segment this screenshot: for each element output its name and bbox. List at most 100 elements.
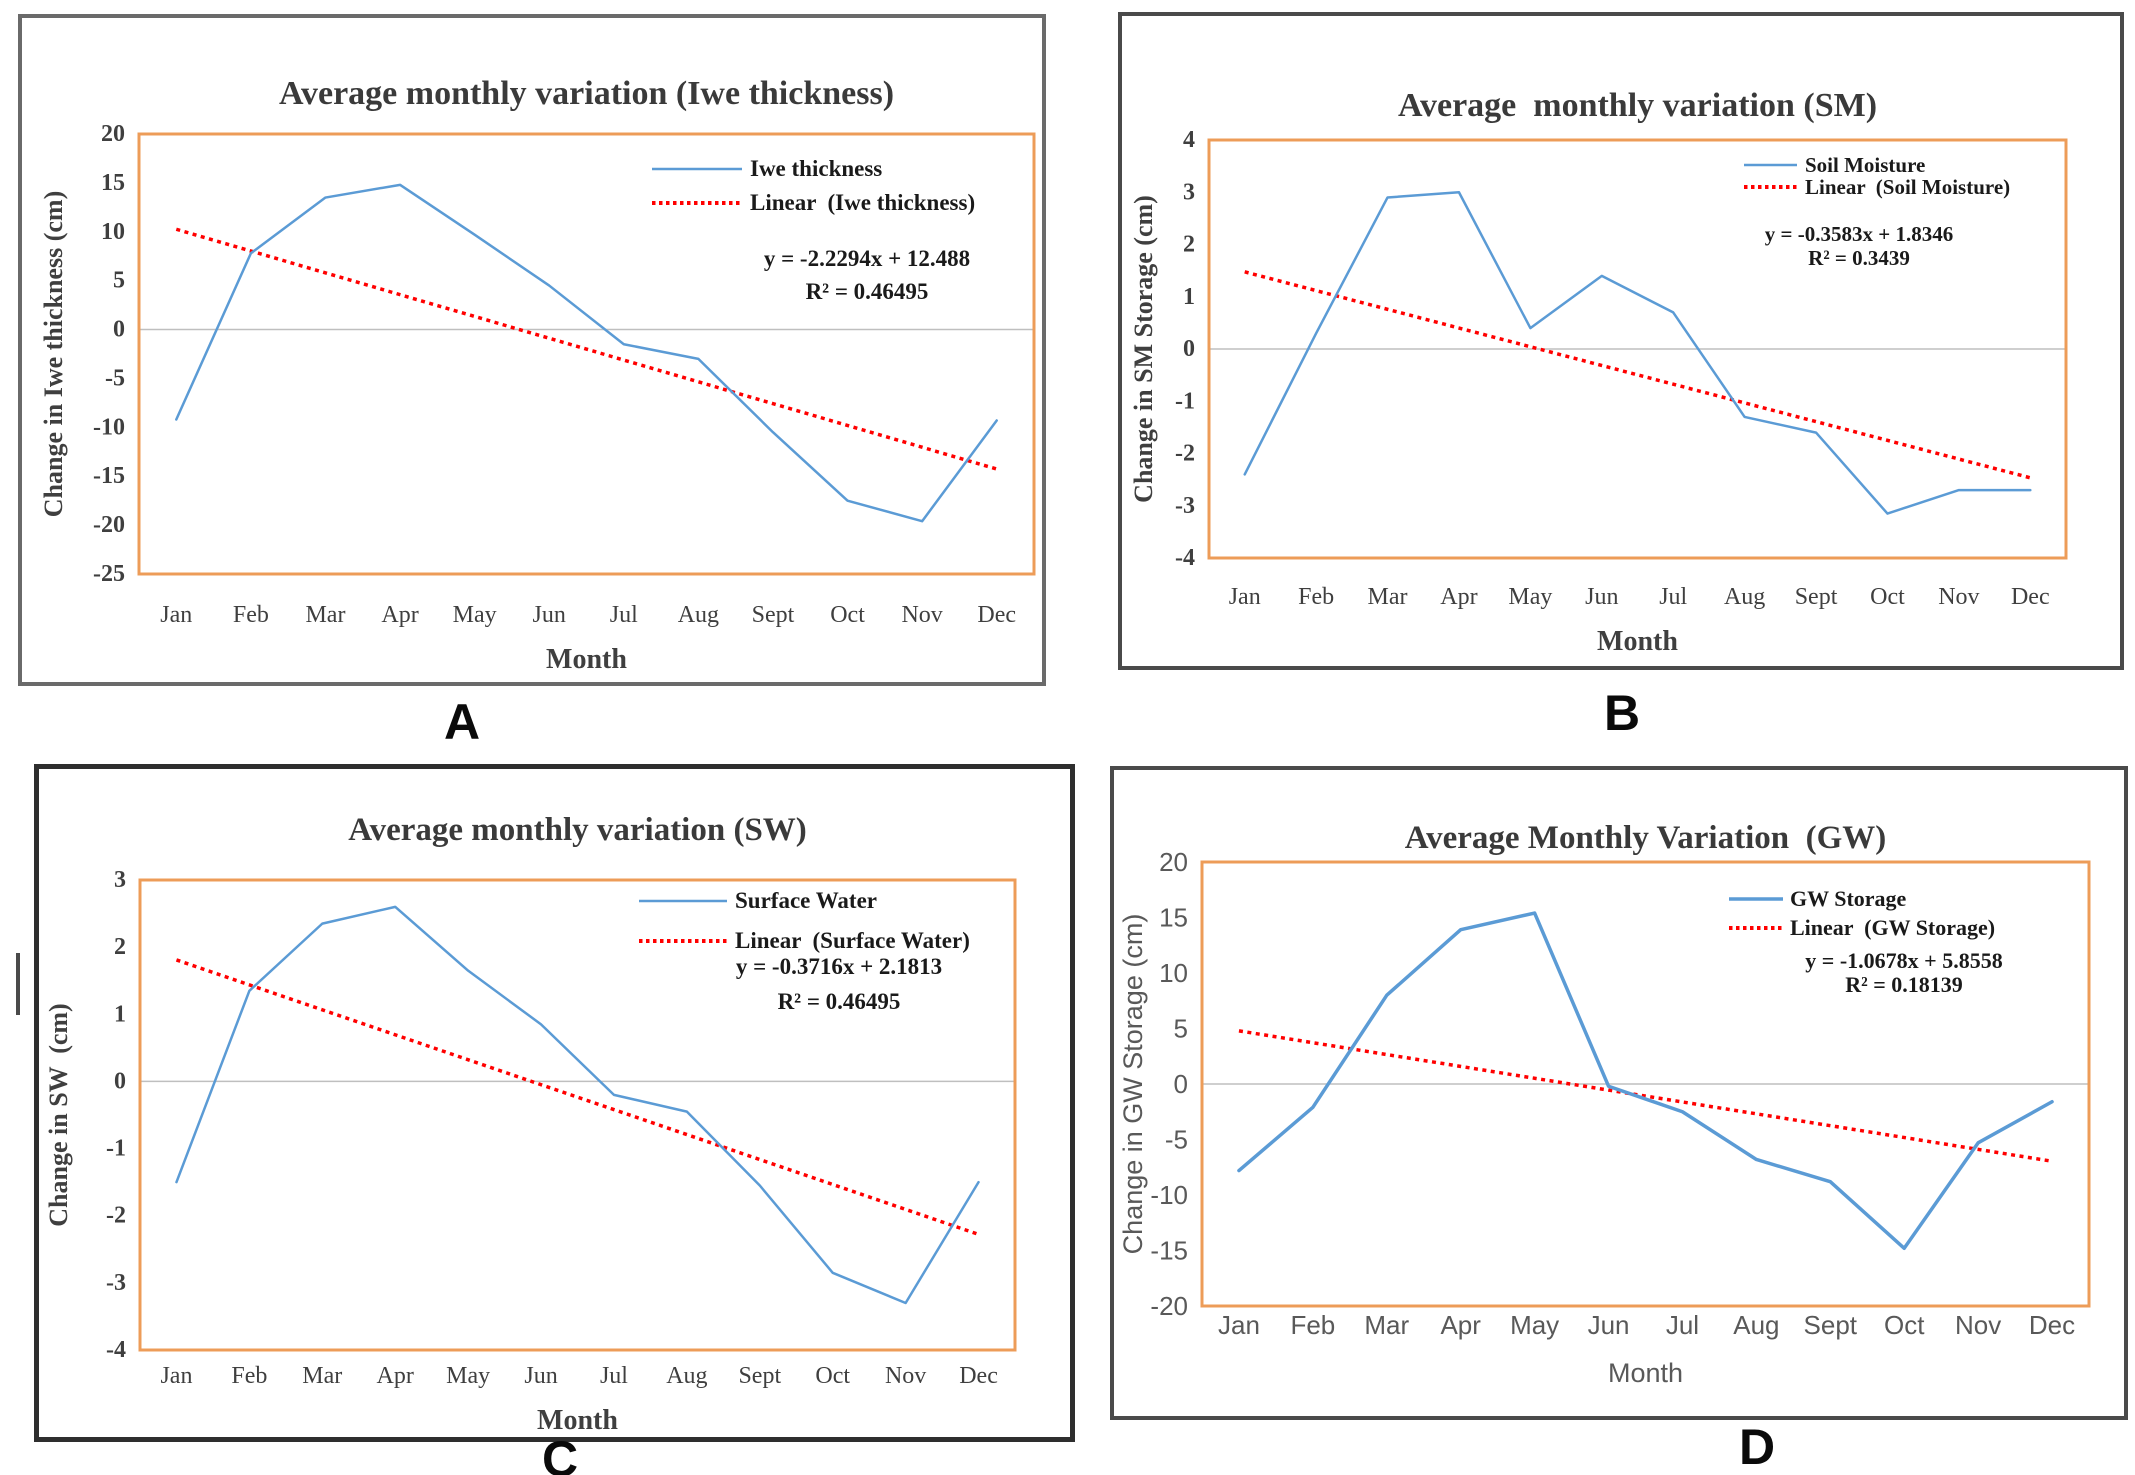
x-tick-label: Mar <box>1364 1310 1409 1340</box>
y-tick-label: -1 <box>1175 388 1195 414</box>
y-tick-label: 0 <box>113 317 125 343</box>
y-tick-label: -3 <box>1175 493 1195 519</box>
x-tick-label: Oct <box>830 602 865 628</box>
y-tick-label: -15 <box>1150 1236 1188 1266</box>
trend-line <box>175 958 980 1237</box>
y-tick-label: 0 <box>1183 336 1195 362</box>
equation-text: y = -2.2294x + 12.488 <box>764 246 970 271</box>
panel-label-c: C <box>541 1431 579 1475</box>
x-tick-label: Aug <box>1724 584 1765 610</box>
y-tick-label: -15 <box>93 463 125 489</box>
legend-trend-label: Linear (GW Storage) <box>1790 915 1995 940</box>
y-tick-label: -5 <box>1165 1125 1188 1155</box>
y-tick-label: 1 <box>114 1001 126 1027</box>
plot-frame <box>1200 860 2091 1308</box>
x-tick-label: Feb <box>1290 1310 1335 1340</box>
series-line <box>175 905 980 1305</box>
y-tick-label: 15 <box>1159 903 1188 933</box>
x-tick-label: Apr <box>377 1363 414 1389</box>
chart-panel-d: Average Monthly Variation (GW) 20 15 10 5 0 -5… <box>1110 766 2128 1420</box>
x-tick-label: May <box>1510 1310 1559 1340</box>
x-tick-label: Jun <box>1588 1310 1630 1340</box>
x-tick-label: Jun <box>524 1363 557 1389</box>
x-tick-label: Aug <box>1733 1310 1779 1340</box>
chart-title: Average monthly variation (SW) <box>348 812 807 848</box>
chart-title: Average Monthly Variation (GW) <box>1405 820 1887 856</box>
legend-series-label: Soil Moisture <box>1805 153 1925 177</box>
y-tick-label: -20 <box>93 512 125 538</box>
stray-scan-artifact <box>16 953 20 1015</box>
x-tick-label: Dec <box>977 602 1016 628</box>
x-tick-label: Jan <box>160 602 192 628</box>
x-axis-title: Month <box>546 644 627 675</box>
equation-text: y = -0.3583x + 1.8346 <box>1765 222 1953 246</box>
x-tick-label: Nov <box>885 1363 926 1389</box>
chart-panel-c: Average monthly variation (SW) 3 2 1 0 -1 -2 -3… <box>34 764 1075 1442</box>
x-tick-label: Mar <box>1368 584 1408 610</box>
y-tick-label: -10 <box>93 414 125 440</box>
y-tick-label: -25 <box>93 561 125 587</box>
plot-frame <box>137 132 1036 576</box>
legend-trend-label: Linear (Iwe thickness) <box>750 190 975 215</box>
x-axis-title: Month <box>1608 1358 1683 1388</box>
y-tick-label: 10 <box>101 219 125 245</box>
x-tick-label: May <box>1508 584 1552 610</box>
y-tick-label: 1 <box>1183 284 1195 310</box>
y-tick-label: 15 <box>101 170 125 196</box>
x-tick-label: Nov <box>901 602 942 628</box>
y-tick-label: 0 <box>114 1068 126 1094</box>
x-tick-label: Sept <box>1795 584 1838 610</box>
x-tick-label: Oct <box>1870 584 1905 610</box>
x-tick-label: Jul <box>600 1363 628 1389</box>
r-squared-text: R² = 0.18139 <box>1845 972 1963 997</box>
trend-line <box>1244 270 2031 480</box>
y-axis-title: Change in Iwe thickness (cm) <box>39 191 68 517</box>
chart-panel-b: Average monthly variation (SM) 4 3 2 1 0 -1 -2 -… <box>1118 12 2124 670</box>
trend-line <box>175 227 998 471</box>
y-axis-title: Change in SM Storage (cm) <box>1129 195 1158 503</box>
panel-label-a: A <box>443 694 481 750</box>
y-axis-title: Change in SW (cm) <box>44 1003 73 1226</box>
legend-series-label: Iwe thickness <box>750 156 882 181</box>
series-line <box>175 183 998 523</box>
equation-text: y = -1.0678x + 5.8558 <box>1805 948 2002 973</box>
y-tick-label: 20 <box>1159 847 1188 877</box>
x-tick-label: Jun <box>1585 584 1618 610</box>
chart-c-svg: Average monthly variation (SW) 3 2 1 0 -1 -2 -3… <box>44 812 1017 1436</box>
y-tick-label: -4 <box>106 1337 126 1363</box>
y-tick-label: 4 <box>1183 127 1195 153</box>
x-tick-label: Nov <box>1938 584 1979 610</box>
panel-label-b: B <box>1603 685 1641 741</box>
x-tick-label: Jun <box>533 602 566 628</box>
y-tick-label: 3 <box>1183 179 1195 205</box>
x-tick-label: Apr <box>1440 1310 1481 1340</box>
y-tick-label: -20 <box>1150 1291 1188 1321</box>
chart-title: Average monthly variation (Iwe thickness… <box>279 75 894 112</box>
x-tick-label: Aug <box>666 1363 707 1389</box>
x-tick-label: Feb <box>231 1363 267 1389</box>
plot-frame <box>138 878 1017 1352</box>
legend-trend-label: Linear (Soil Moisture) <box>1805 175 2010 199</box>
legend-series-label: Surface Water <box>735 888 877 913</box>
y-tick-label: -10 <box>1150 1180 1188 1210</box>
x-tick-label: Jul <box>1666 1310 1699 1340</box>
x-tick-label: Apr <box>1440 584 1477 610</box>
x-tick-label: Aug <box>678 602 719 628</box>
chart-title: Average monthly variation (SM) <box>1398 87 1877 124</box>
series-line <box>1237 911 2054 1251</box>
y-tick-label: 20 <box>101 121 125 147</box>
x-tick-label: Mar <box>305 602 345 628</box>
r-squared-text: R² = 0.3439 <box>1808 246 1910 270</box>
x-tick-label: Jul <box>1659 584 1687 610</box>
y-tick-label: -2 <box>1175 441 1195 467</box>
legend-series-label: GW Storage <box>1790 886 1907 911</box>
y-axis-title: Change in GW Storage (cm) <box>1118 914 1148 1255</box>
legend-trend-label: Linear (Surface Water) <box>735 928 970 953</box>
x-tick-label: Dec <box>2029 1310 2075 1340</box>
x-tick-label: Feb <box>1298 584 1334 610</box>
x-tick-label: Jan <box>1218 1310 1260 1340</box>
x-tick-label: Oct <box>1884 1310 1925 1340</box>
y-tick-label: -1 <box>106 1136 126 1162</box>
x-tick-label: Apr <box>381 602 418 628</box>
x-tick-label: Sept <box>738 1363 781 1389</box>
